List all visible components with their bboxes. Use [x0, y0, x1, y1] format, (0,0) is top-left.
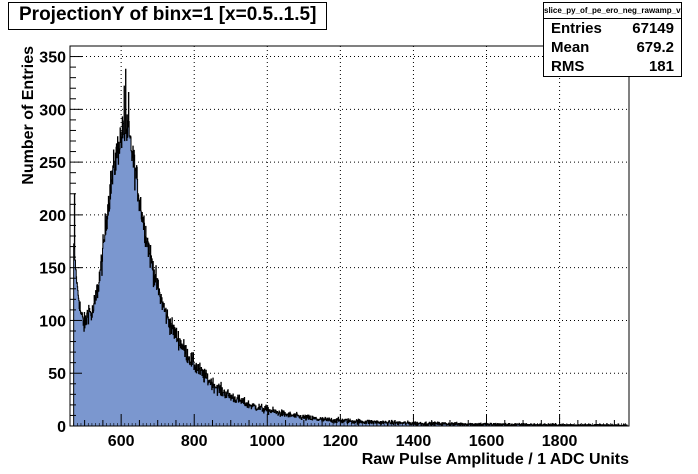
- y-tick-label: 300: [39, 102, 66, 119]
- x-axis-ticks: 600 800 1000 1200 1400 1600 1800: [73, 414, 630, 450]
- histogram-fill: [73, 69, 628, 426]
- y-tick-label: 50: [48, 366, 66, 383]
- y-tick-label: 350: [39, 50, 66, 67]
- y-tick-label: 150: [39, 261, 66, 278]
- x-tick-label: 1400: [396, 433, 432, 450]
- x-tick-label: 800: [181, 433, 208, 450]
- x-tick-label: 600: [108, 433, 135, 450]
- y-tick-label: 100: [39, 313, 66, 330]
- stats-box: slice_py_of_pe_ero_neg_rawamp_vs_cntr En…: [543, 2, 682, 77]
- x-tick-label: 1200: [323, 433, 359, 450]
- y-tick-label: 0: [57, 419, 66, 436]
- stats-label: Mean: [551, 39, 590, 56]
- stats-value: 181: [648, 58, 674, 75]
- y-axis-ticks: 0 50 100 150 200 250 300 350: [39, 50, 82, 436]
- stats-row-mean: Mean 679.2: [544, 38, 681, 57]
- y-tick-label: 250: [39, 155, 66, 172]
- y-tick-label: 200: [39, 208, 66, 225]
- histogram-bars: [73, 68, 629, 427]
- y-axis-label: Number of Entries: [20, 46, 37, 185]
- stats-row-entries: Entries 67149: [544, 19, 681, 38]
- plot-title: ProjectionY of binx=1 [x=0.5..1.5]: [8, 2, 328, 30]
- stats-box-name: slice_py_of_pe_ero_neg_rawamp_vs_cntr: [544, 3, 681, 19]
- stats-label: Entries: [551, 20, 602, 37]
- x-tick-label: 1000: [249, 433, 285, 450]
- stats-value: 67149: [632, 20, 674, 37]
- histogram-outline: [73, 68, 629, 427]
- stats-row-rms: RMS 181: [544, 57, 681, 76]
- stats-label: RMS: [551, 58, 585, 75]
- x-tick-label: 1600: [469, 433, 505, 450]
- x-axis-label: Raw Pulse Amplitude / 1 ADC Units: [362, 451, 629, 468]
- x-tick-label: 1800: [542, 433, 578, 450]
- stats-value: 679.2: [636, 39, 674, 56]
